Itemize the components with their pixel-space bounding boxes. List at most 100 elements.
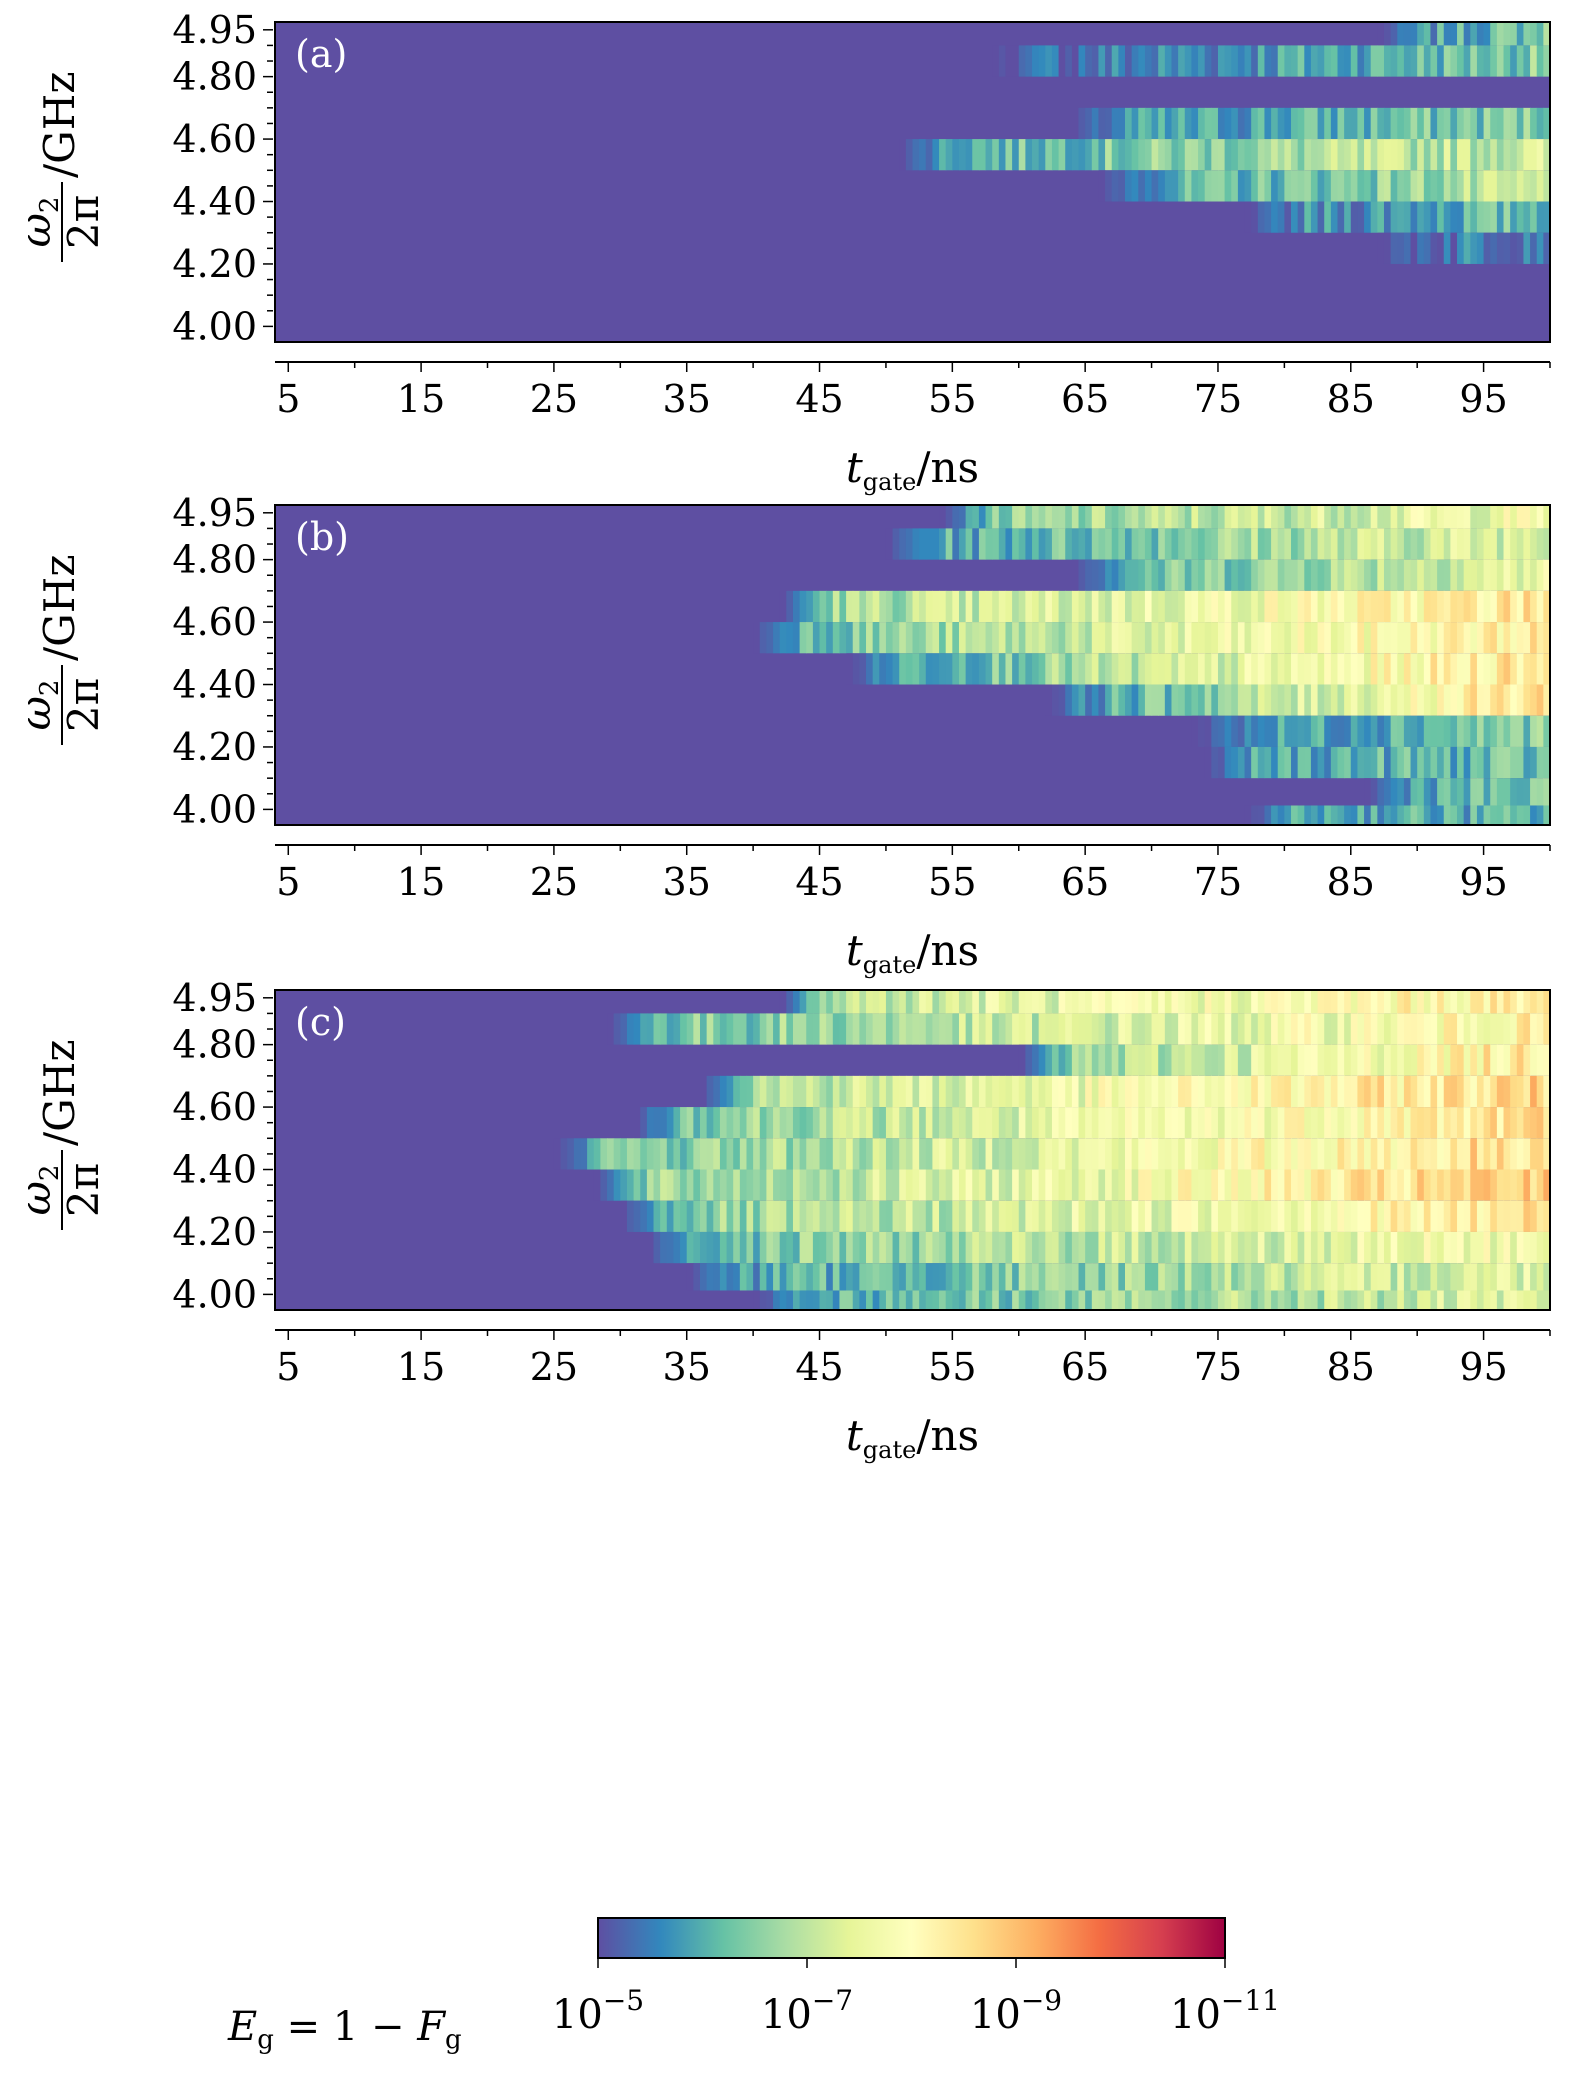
heatmap-cell: [1324, 1200, 1332, 1232]
heatmap-cell: [1324, 805, 1332, 825]
heatmap-cell: [1364, 559, 1372, 591]
heatmap-cell: [773, 1200, 781, 1232]
heatmap-cell: [1457, 528, 1465, 560]
heatmap-cell: [1310, 990, 1319, 1014]
heatmap-cell: [1377, 22, 1385, 46]
heatmap-cell: [1370, 1013, 1378, 1045]
heatmap-cell: [1450, 1169, 1458, 1201]
heatmap-cell: [1516, 232, 1525, 264]
heatmap-cell: [706, 1231, 714, 1264]
heatmap-cell: [1144, 622, 1153, 654]
heatmap-cell: [1476, 1044, 1485, 1076]
heatmap-cell: [1417, 528, 1425, 560]
heatmap-cell: [1032, 1263, 1040, 1291]
heatmap-cell: [1423, 622, 1432, 654]
heatmap-cell: [1171, 1169, 1179, 1201]
heatmap-cell: [1344, 45, 1352, 77]
heatmap-cell: [1523, 45, 1531, 77]
heatmap-cell: [1403, 45, 1412, 77]
heatmap-cell: [892, 653, 900, 685]
heatmap-cell: [1237, 684, 1246, 716]
heatmap-cell: [1496, 746, 1505, 779]
heatmap-cell: [1423, 590, 1432, 623]
heatmap-cell: [998, 1231, 1007, 1264]
heatmap-cell: [1390, 1044, 1398, 1076]
heatmap-cell: [1510, 1200, 1518, 1232]
heatmap-cell: [1310, 107, 1319, 140]
heatmap-cell: [1543, 232, 1551, 264]
heatmap-cell: [972, 622, 980, 654]
heatmap-cell: [1231, 1107, 1239, 1139]
heatmap-cell: [640, 1107, 648, 1139]
heatmap-cell: [919, 139, 927, 171]
heatmap-cell: [1284, 1107, 1292, 1139]
heatmap-cell: [1005, 45, 1013, 77]
heatmap-cell: [1530, 107, 1538, 140]
heatmap-cell: [1191, 1044, 1199, 1076]
y-title-numerator: ω2: [11, 1165, 65, 1216]
heatmap-cell: [1503, 170, 1511, 202]
heatmap-cell: [1496, 45, 1505, 77]
heatmap-cell: [1417, 201, 1425, 233]
heatmap-cell: [1025, 653, 1033, 685]
heatmap-cell: [866, 622, 874, 654]
heatmap-cell: [1417, 1013, 1425, 1045]
heatmap-cell: [1523, 990, 1531, 1014]
heatmap-cell: [1038, 528, 1046, 560]
heatmap-cell: [1470, 22, 1478, 46]
heatmap-cell: [945, 1263, 953, 1291]
heatmap-cell: [1364, 1263, 1372, 1291]
heatmap-cell: [1450, 45, 1458, 77]
heatmap-cell: [1297, 1290, 1305, 1310]
heatmap-cell: [1058, 1290, 1066, 1310]
heatmap-cell: [1291, 559, 1299, 591]
heatmap-cell: [939, 139, 947, 171]
heatmap-cell: [1085, 1200, 1093, 1232]
heatmap-row: [899, 139, 1551, 171]
heatmap-cell: [1310, 559, 1319, 591]
heatmap-cell: [1463, 622, 1471, 654]
heatmap-cell: [1111, 1013, 1119, 1045]
x-tick-label: 85: [1327, 860, 1375, 904]
heatmap-cell: [1291, 1075, 1299, 1108]
heatmap-cell: [1470, 1107, 1478, 1139]
heatmap-cell: [1410, 1013, 1418, 1045]
heatmap-cell: [1277, 1169, 1285, 1201]
heatmap-cell: [826, 1263, 834, 1291]
heatmap-cell: [1297, 45, 1305, 77]
heatmap-cell: [1317, 139, 1325, 171]
plot-frame: [274, 504, 1551, 826]
heatmap-cell: [1184, 1263, 1193, 1291]
heatmap-cell: [1105, 622, 1113, 654]
heatmap-cell: [1377, 1231, 1385, 1264]
heatmap-cell: [1496, 107, 1505, 140]
heatmap-cell: [1364, 1290, 1372, 1310]
heatmap-cell: [1131, 590, 1139, 623]
heatmap-cell: [1224, 1107, 1232, 1139]
heatmap-cell: [1530, 1169, 1538, 1201]
heatmap-cell: [1078, 139, 1086, 171]
heatmap-cell: [1410, 684, 1418, 716]
heatmap-cell: [1476, 684, 1485, 716]
heatmap-cell: [653, 1138, 661, 1170]
heatmap-cell: [1257, 622, 1266, 654]
heatmap-cell: [1430, 684, 1438, 716]
heatmap-cell: [1430, 1107, 1438, 1139]
heatmap-cell: [1231, 1263, 1239, 1291]
heatmap-cell: [1310, 528, 1319, 560]
heatmap-cell: [1410, 201, 1418, 233]
heatmap-cell: [832, 590, 841, 623]
heatmap-cell: [1091, 1075, 1100, 1108]
heatmap-cell: [1012, 528, 1020, 560]
heatmap-cell: [992, 1169, 1000, 1201]
heatmap-cell: [700, 1231, 708, 1264]
heatmap-cell: [1184, 1138, 1193, 1170]
heatmap-cell: [1443, 1107, 1451, 1139]
heatmap-cell: [1450, 139, 1458, 171]
heatmap-cell: [1071, 1107, 1080, 1139]
heatmap-cell: [812, 1231, 821, 1264]
heatmap-cell: [1224, 107, 1232, 140]
heatmap-cell: [1390, 201, 1398, 233]
heatmap-cell: [620, 1138, 628, 1170]
heatmap-cell: [972, 139, 980, 171]
